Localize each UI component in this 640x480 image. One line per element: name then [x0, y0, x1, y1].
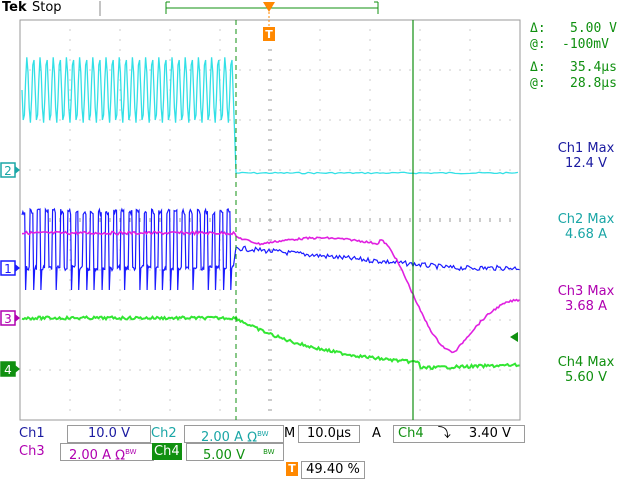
v-delta-value: 5.00 V — [570, 21, 617, 36]
ch2-scale: 2.00 A — [201, 430, 243, 446]
ch3-scale: 2.00 A — [69, 448, 111, 464]
ch2-scale-box[interactable]: 2.00 A ΩBW — [184, 425, 284, 446]
ch4-marker[interactable]: 4 — [0, 361, 20, 377]
ch2-ohm-suffix: Ω — [247, 430, 258, 446]
ch1-label: Ch1 — [19, 426, 45, 441]
ch4-label: Ch4 — [152, 443, 182, 460]
record-position-bar — [99, 1, 379, 16]
ch1-max-measurement: Ch1 Max 12.4 V — [536, 141, 636, 171]
ch2-marker[interactable]: 2 — [0, 162, 20, 178]
v-at-value: -100mV — [562, 37, 609, 52]
ch2-bw-mark: BW — [257, 430, 269, 438]
ch4-max-measurement: Ch4 Max 5.60 V — [536, 355, 636, 385]
ch2-label: Ch2 — [151, 426, 177, 441]
ch3-scale-box[interactable]: 2.00 A ΩBW — [60, 443, 154, 464]
ch3-waveform — [21, 230, 521, 354]
trigger-position-value[interactable]: 49.40 % — [301, 461, 365, 479]
ch3-marker[interactable]: 3 — [0, 310, 20, 326]
ch1-marker-label: 1 — [4, 262, 12, 276]
trigger-source: Ch4 — [398, 426, 424, 441]
timebase-label: M — [284, 426, 296, 441]
trigger-position-icon: T — [286, 462, 298, 476]
ch4-marker-label: 4 — [4, 363, 12, 377]
ch4-scale: 5.00 V — [203, 448, 245, 464]
ch3-max-label: Ch3 Max — [557, 284, 615, 299]
t-delta-value: 35.4µs — [570, 60, 617, 75]
trigger-mode: A — [372, 426, 381, 441]
v-delta-label: Δ: — [530, 21, 546, 36]
ch3-max-measurement: Ch3 Max 3.68 A — [536, 284, 636, 314]
ch3-max-value: 3.68 A — [565, 299, 607, 314]
ch1-scale[interactable]: 10.0 V — [67, 425, 151, 443]
trigger-level-icon — [510, 332, 518, 342]
ch4-max-label: Ch4 Max — [557, 355, 615, 370]
ch1-max-value: 12.4 V — [565, 156, 607, 171]
ch4-max-value: 5.60 V — [565, 370, 607, 385]
ch1-marker[interactable]: 1 — [0, 260, 20, 276]
trigger-marker-text: T — [265, 28, 273, 41]
t-delta-label: Δ: — [530, 60, 546, 75]
t-at-label: @: — [530, 76, 546, 91]
ch3-ohm-suffix: Ω — [115, 448, 126, 464]
trigger-level: 3.40 V — [468, 426, 511, 441]
ch2-waveform — [21, 57, 519, 175]
ch3-bw-mark: BW — [125, 448, 137, 456]
t-at-value: 28.8µs — [570, 76, 617, 91]
brand-label: Tek — [2, 0, 27, 15]
acquisition-status: Stop — [32, 0, 62, 15]
ch4-waveform — [21, 315, 520, 371]
ch2-max-label: Ch2 Max — [557, 212, 615, 227]
ch2-max-measurement: Ch2 Max 4.68 A — [536, 212, 636, 242]
trigger-settings[interactable]: Ch4 ⤵ 3.40 V — [393, 425, 525, 443]
timebase-value[interactable]: 10.0µs — [298, 425, 360, 443]
ch3-label: Ch3 — [19, 444, 45, 459]
ch1-max-label: Ch1 Max — [557, 141, 615, 156]
v-at-label: @: — [530, 37, 546, 52]
trigger-marker-icon: T — [263, 2, 275, 41]
ch4-scale-box[interactable]: 5.00 V BW — [186, 443, 284, 464]
ch2-marker-label: 2 — [4, 164, 12, 178]
ch2-max-value: 4.68 A — [565, 227, 607, 242]
ch4-bw-mark: BW — [263, 448, 275, 456]
ch3-marker-label: 3 — [4, 312, 12, 326]
trigger-slope-icon: ⤵ — [437, 426, 451, 441]
